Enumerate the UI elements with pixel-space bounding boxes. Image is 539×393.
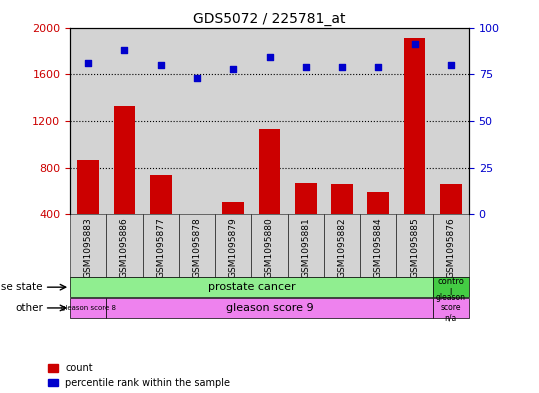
Point [446,62,455,68]
FancyBboxPatch shape [70,277,433,297]
Point [156,62,165,68]
FancyBboxPatch shape [433,277,469,297]
Text: disease state: disease state [0,282,43,292]
FancyBboxPatch shape [251,215,288,277]
Text: other: other [15,303,43,313]
Text: GSM1095884: GSM1095884 [374,218,383,278]
Text: GSM1095879: GSM1095879 [229,218,238,278]
Bar [259,129,280,215]
Text: GSM1095885: GSM1095885 [410,218,419,278]
Point [374,64,383,70]
Bar [368,192,389,215]
FancyBboxPatch shape [433,215,469,277]
Point [229,66,238,72]
Bar [223,202,244,215]
Bar [440,184,462,215]
Text: GSM1095886: GSM1095886 [120,218,129,278]
FancyBboxPatch shape [106,298,433,318]
Text: GSM1095880: GSM1095880 [265,218,274,278]
Bar [404,38,425,215]
Point [84,60,93,66]
Point [338,64,347,70]
Text: GSM1095883: GSM1095883 [84,218,93,278]
Point [120,47,129,53]
Bar [331,184,353,215]
Text: prostate cancer: prostate cancer [208,282,295,292]
Text: contro
l: contro l [437,277,464,297]
FancyBboxPatch shape [360,215,396,277]
FancyBboxPatch shape [143,215,179,277]
Text: gleason
score
n/a: gleason score n/a [436,293,466,323]
Legend: count, percentile rank within the sample: count, percentile rank within the sample [48,363,231,388]
Bar [186,215,208,247]
Bar [295,183,316,215]
Bar [150,175,171,215]
Title: GDS5072 / 225781_at: GDS5072 / 225781_at [194,13,345,26]
FancyBboxPatch shape [70,215,106,277]
Text: GSM1095878: GSM1095878 [192,218,202,278]
Text: gleason score 9: gleason score 9 [226,303,313,313]
FancyBboxPatch shape [396,215,433,277]
Bar [77,160,99,215]
Point [301,64,310,70]
Text: gleason score 8: gleason score 8 [61,305,116,311]
FancyBboxPatch shape [433,298,469,318]
FancyBboxPatch shape [179,215,215,277]
Text: GSM1095876: GSM1095876 [446,218,455,278]
Point [265,54,274,61]
FancyBboxPatch shape [324,215,360,277]
FancyBboxPatch shape [106,215,143,277]
Bar [114,106,135,215]
FancyBboxPatch shape [215,215,251,277]
Point [192,75,201,81]
Text: GSM1095881: GSM1095881 [301,218,310,278]
FancyBboxPatch shape [70,298,106,318]
FancyBboxPatch shape [288,215,324,277]
Text: GSM1095877: GSM1095877 [156,218,165,278]
Text: GSM1095882: GSM1095882 [337,218,347,278]
Point [410,41,419,48]
